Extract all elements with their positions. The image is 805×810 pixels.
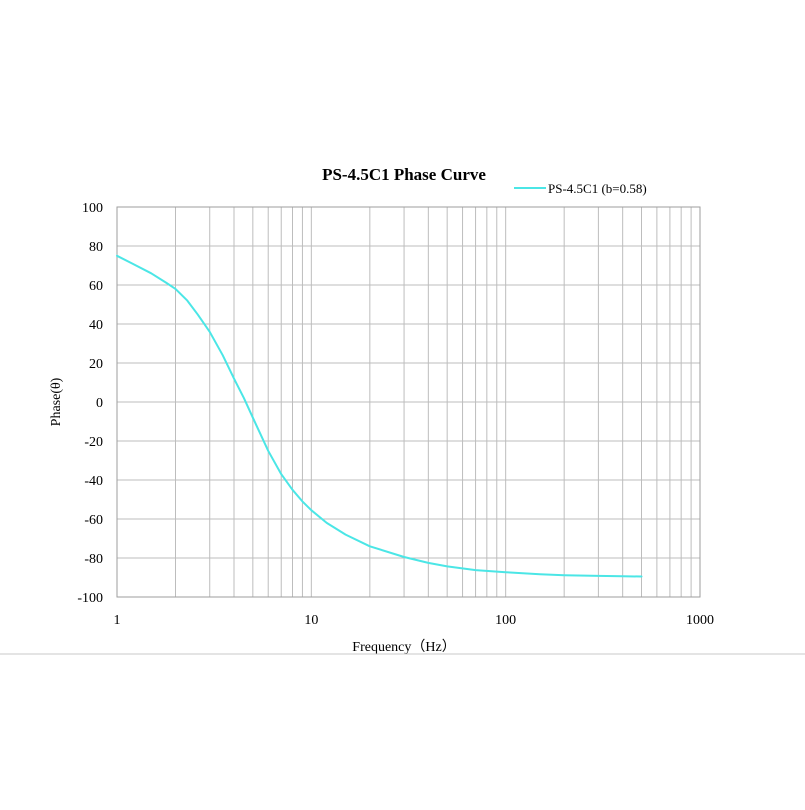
chart-title: PS-4.5C1 Phase Curve: [322, 165, 486, 184]
plot-frame: [116, 206, 701, 598]
y-tick-label: -20: [84, 435, 103, 450]
tick-labels: 100 80 60 40 20 0 -20 -40 -60 -80 -100 1 10 100 1000: [77, 201, 714, 628]
y-tick-label: -40: [84, 474, 103, 489]
y-tick-label: -100: [77, 591, 103, 606]
legend-label: PS-4.5C1 (b=0.58): [548, 181, 647, 196]
y-tick-label: 0: [96, 396, 103, 411]
y-tick-label: 40: [89, 318, 103, 333]
y-tick-label: -80: [84, 552, 103, 567]
series-line: [116, 254, 643, 578]
x-axis-label: Frequency（Hz）: [352, 639, 455, 655]
legend: PS-4.5C1 (b=0.58): [514, 181, 647, 196]
x-tick-label: 10: [304, 613, 318, 628]
y-tick-label: 60: [89, 279, 103, 294]
y-tick-label: 100: [82, 201, 103, 216]
y-axis-label: Phase(θ): [49, 377, 64, 426]
y-tick-label: 20: [89, 357, 103, 372]
x-tick-label: 1: [114, 613, 121, 628]
y-tick-label: -60: [84, 513, 103, 528]
y-tick-label: 80: [89, 240, 103, 255]
x-tick-label: 100: [495, 613, 516, 628]
series-layer: [116, 254, 643, 578]
grid-layer: [116, 206, 701, 598]
x-tick-label: 1000: [686, 613, 714, 628]
